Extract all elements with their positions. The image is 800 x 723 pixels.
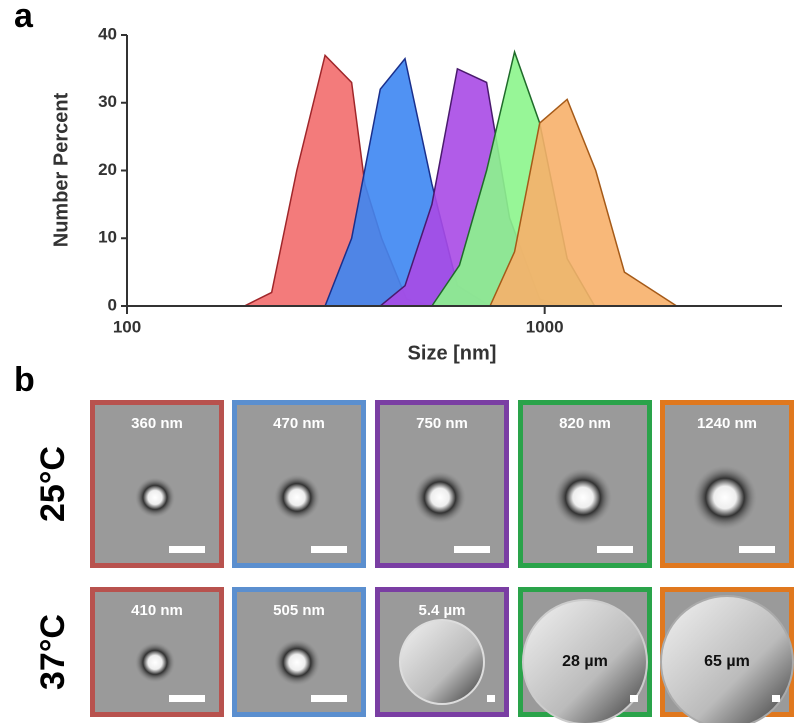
scale-bar <box>454 546 490 553</box>
y-tick-label: 40 <box>98 24 117 43</box>
particle-size: 28 µm <box>562 653 608 670</box>
particle-size: 750 nm <box>416 415 468 432</box>
particle <box>135 477 175 518</box>
y-tick-label: 30 <box>98 92 117 111</box>
panel-label: a <box>14 0 34 35</box>
row-label: 25°C <box>34 446 72 522</box>
particle <box>554 468 612 527</box>
particle <box>693 465 757 530</box>
particle <box>274 639 320 686</box>
scale-bar <box>169 695 205 702</box>
y-tick-label: 0 <box>108 295 117 314</box>
panel-label: b <box>14 361 35 399</box>
x-tick-label: 1000 <box>526 317 564 336</box>
particle <box>660 595 794 723</box>
particle-size: 5.4 µm <box>419 602 466 619</box>
scale-bar <box>772 695 780 702</box>
scale-bar <box>487 695 495 702</box>
scale-bar <box>739 546 775 553</box>
particle-size: 470 nm <box>273 415 325 432</box>
particle-size: 410 nm <box>131 602 183 619</box>
scale-bar <box>169 546 205 553</box>
particle-size: 65 µm <box>704 653 750 670</box>
particle <box>522 599 648 723</box>
particle <box>414 471 466 524</box>
y-tick-label: 20 <box>98 160 117 179</box>
row-label: 37°C <box>34 614 72 690</box>
particle <box>274 474 320 521</box>
particle-size: 360 nm <box>131 415 183 432</box>
x-tick-label: 100 <box>113 317 141 336</box>
scale-bar <box>597 546 633 553</box>
y-tick-label: 10 <box>98 228 117 247</box>
y-axis-label: Number Percent <box>50 92 72 247</box>
particle <box>135 642 175 683</box>
x-axis-label: Size [nm] <box>408 342 497 364</box>
particle <box>399 619 485 705</box>
scale-bar <box>630 695 638 702</box>
particle-size: 1240 nm <box>697 415 757 432</box>
area <box>488 98 680 307</box>
particle-size: 505 nm <box>273 602 325 619</box>
particle-size: 820 nm <box>559 415 611 432</box>
scale-bar <box>311 546 347 553</box>
micrograph <box>90 587 224 717</box>
scale-bar <box>311 695 347 702</box>
